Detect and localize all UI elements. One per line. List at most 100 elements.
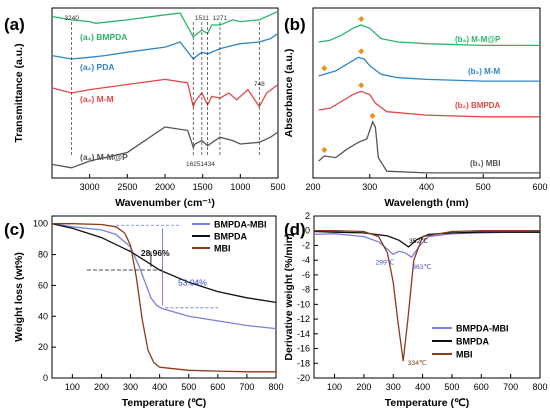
y-tick-label: 80 <box>38 250 48 260</box>
y-tick-label: -10 <box>297 299 310 309</box>
peak-marker <box>369 112 376 119</box>
x-tick-label: 600 <box>474 382 489 392</box>
peak-label: 299℃ <box>375 259 394 266</box>
series-line <box>51 10 279 38</box>
y-tick-label: 20 <box>38 342 48 352</box>
y-tick-label: 60 <box>38 280 48 290</box>
plot-frame <box>312 7 541 179</box>
peak-marker <box>358 82 365 89</box>
series-line <box>318 24 540 47</box>
series-label: (a₂) PDA <box>80 62 114 72</box>
x-tick-label: 400 <box>419 182 434 192</box>
x-axis-label: Wavelength (nm) <box>384 197 468 209</box>
x-tick-label: 600 <box>210 382 225 392</box>
x-tick-label: 600 <box>532 182 547 192</box>
x-tick-label: 1500 <box>193 182 213 192</box>
series-line <box>313 231 540 259</box>
x-axis-label: Temperature (℃) <box>122 397 207 409</box>
series-line <box>314 230 540 362</box>
series-line <box>52 223 276 373</box>
series-label: (a₁) BMPDA <box>80 32 127 42</box>
y-tick-label: -2 <box>302 240 310 250</box>
peak-label: 748 <box>254 81 265 88</box>
y-tick-label: -14 <box>297 329 310 339</box>
legend-label: BMPDA <box>456 337 489 347</box>
peak-marker <box>321 65 328 72</box>
legend-label: MBI <box>214 244 231 254</box>
peak-label: 1511 <box>195 15 209 22</box>
legend-label: BMPDA-MBI <box>456 324 509 334</box>
peak-label: 1434 <box>200 161 215 168</box>
x-tick-label: 100 <box>327 382 342 392</box>
y-axis-label: Transmittance (a.u.) <box>13 43 25 142</box>
y-tick-label: -12 <box>297 314 310 324</box>
x-tick-label: 300 <box>362 182 377 192</box>
y-tick-label: 40 <box>38 311 48 321</box>
x-tick-label: 500 <box>476 182 491 192</box>
panel-label: (c) <box>4 220 25 239</box>
y-axis-label: Weight loss (wt%) <box>13 252 25 342</box>
annotation-label: 28.96% <box>141 248 170 258</box>
series-label: (b₃) M-M <box>468 67 500 76</box>
series-line <box>51 223 277 330</box>
series-line <box>318 120 540 174</box>
y-tick-label: -8 <box>302 285 310 295</box>
y-tick-label: 2 <box>305 211 310 221</box>
x-tick-label: 200 <box>356 382 371 392</box>
x-tick-label: 3000 <box>80 182 100 192</box>
plot-frame <box>313 215 541 379</box>
x-tick-label: 100 <box>65 382 80 392</box>
series-line <box>51 126 279 169</box>
y-tick-label: -16 <box>297 344 310 354</box>
x-tick-label: 400 <box>152 382 167 392</box>
annotation-label: 53.04% <box>178 277 207 287</box>
x-tick-label: 400 <box>415 382 430 392</box>
series-line <box>51 223 277 304</box>
x-tick-label: 500 <box>181 382 196 392</box>
series-line <box>313 230 540 248</box>
x-tick-label: 2500 <box>117 182 137 192</box>
peak-label: 3240 <box>64 15 79 22</box>
legend-label: BMPDA-MBI <box>214 220 267 230</box>
y-tick-label: -6 <box>302 270 310 280</box>
series-line <box>318 56 540 82</box>
y-tick-label: 0 <box>43 373 48 383</box>
x-tick-label: 2000 <box>155 182 175 192</box>
panel-label: (a) <box>4 15 25 34</box>
y-tick-label: 100 <box>33 219 48 229</box>
x-tick-label: 500 <box>444 382 459 392</box>
panel-label: (d) <box>284 220 306 239</box>
x-tick-label: 300 <box>123 382 138 392</box>
x-tick-label: 800 <box>532 382 547 392</box>
series-line <box>318 90 540 118</box>
series-label: (a₄) M-M@P <box>80 152 128 162</box>
peak-label: 363℃ <box>412 264 431 271</box>
series-label: (b₂) BMPDA <box>455 101 501 110</box>
x-tick-label: 1000 <box>230 182 250 192</box>
x-tick-label: 700 <box>503 382 518 392</box>
panel-label: (b) <box>284 15 306 34</box>
peak-label: 334℃ <box>408 360 427 367</box>
y-tick-label: 0 <box>305 226 310 236</box>
x-tick-label: 500 <box>270 182 285 192</box>
peak-label: 1271 <box>213 15 228 22</box>
peak-marker <box>321 146 328 153</box>
peak-marker <box>358 48 365 55</box>
x-tick-label: 700 <box>239 382 254 392</box>
y-axis-label: Absorbance (a.u.) <box>283 49 295 138</box>
legend-label: BMPDA <box>214 232 247 242</box>
x-axis-label: Temperature (℃) <box>385 397 470 409</box>
series-line <box>51 78 279 109</box>
x-axis-label: Wavenumber (cm⁻¹) <box>115 197 215 209</box>
x-tick-label: 800 <box>268 382 283 392</box>
series-line <box>51 32 279 60</box>
y-tick-label: -20 <box>297 373 310 383</box>
series-label: (a₃) M-M <box>80 94 114 104</box>
x-tick-label: 200 <box>305 182 320 192</box>
peak-label: 1625 <box>186 161 201 168</box>
x-tick-label: 200 <box>94 382 109 392</box>
y-axis-label: Derivative weight (%/min) <box>283 233 295 360</box>
series-label: (b₄) M-M@P <box>455 35 501 44</box>
